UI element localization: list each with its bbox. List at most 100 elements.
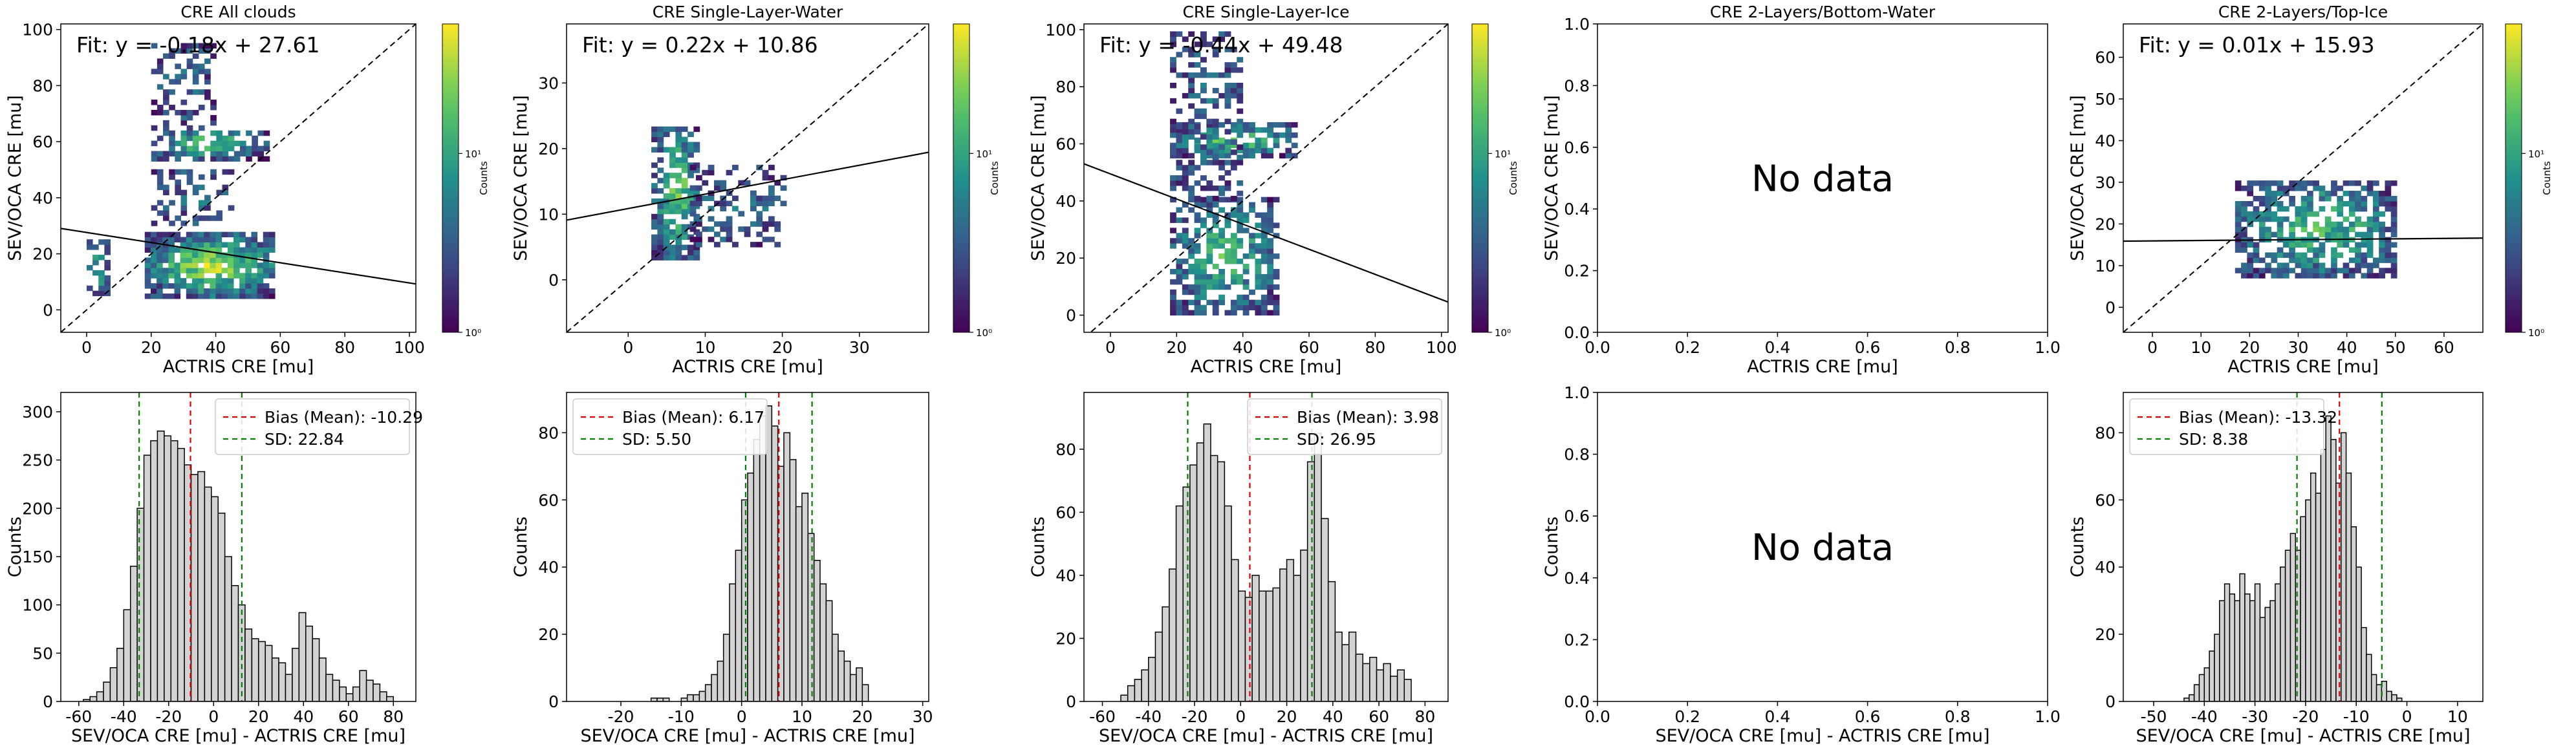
histogram-bar [735,550,742,701]
heatmap-cell [239,231,246,238]
heatmap-cell [198,257,204,263]
heatmap-cell [1224,222,1231,228]
heatmap-cell [174,278,181,284]
heatmap-cell [2241,231,2247,238]
heatmap-cell [216,135,223,142]
heatmap-cell [1200,67,1207,73]
colorbar-tick-label: 10⁰ [465,327,481,339]
heatmap-cell [2300,226,2308,233]
histogram-bar [656,698,664,701]
heatmap-cell [192,145,199,152]
heatmap-cell [1237,190,1244,197]
heatmap-cell [1188,123,1195,130]
heatmap-cell [180,151,188,157]
x-tick-label: -20 [608,707,634,726]
histogram-bar [1217,461,1226,701]
heatmap-cell [1212,238,1219,244]
heatmap-cell [1176,180,1183,186]
heatmap-cell [98,270,105,276]
heatmap-cell [1176,207,1183,213]
heatmap-cell [204,69,211,74]
heatmap-cell [1200,160,1207,166]
heatmap-cell [2331,231,2337,238]
heatmap-cell [675,224,682,230]
heatmap-cell [1212,185,1219,191]
heatmap-cell [1218,299,1226,306]
heatmap-cell [651,250,658,255]
heatmap-cell [1188,103,1195,109]
heatmap-cell [221,288,228,294]
heatmap-cell [268,247,276,253]
heatmap-cell [657,198,664,204]
heatmap-cell [1206,153,1213,159]
heatmap-cell [675,131,682,138]
colorbar [1471,23,1489,333]
heatmap-cell [228,156,235,162]
y-tick-label: 0.6 [1564,507,1590,526]
heatmap-cell [144,231,151,238]
heatmap-cell [1176,160,1183,166]
x-tick-label: 40 [293,707,314,726]
heatmap-cell [1194,264,1201,270]
histogram-bar [271,657,279,701]
y-tick-label: 80 [538,423,559,442]
histogram-bar [831,634,839,701]
x-axis-label: ACTRIS CRE [mu] [672,357,823,377]
heatmap-cell [2313,221,2320,228]
heatmap-cell [227,283,234,289]
heatmap-cell [1237,238,1244,244]
heatmap-cell [246,130,252,136]
heatmap-cell [1188,82,1195,89]
heatmap-cell [2355,268,2361,273]
heatmap-cell [2313,186,2320,191]
x-tick-label: 0.2 [1674,707,1700,726]
plot-area [1120,392,1412,701]
heatmap-cell [2385,252,2392,258]
heatmap-cell [1230,139,1237,145]
heatmap-cell [744,226,751,232]
heatmap-cell [251,242,258,248]
heatmap-cell [239,252,246,258]
heatmap-cell [233,247,240,253]
heatmap-cell [695,175,702,181]
heatmap-cell [2361,206,2368,212]
heatmap-cell [1200,294,1207,301]
heatmap-cell [657,157,664,163]
heatmap-cell [689,226,697,232]
heatmap-cell [663,193,670,199]
heatmap-cell [252,135,258,142]
heatmap-cell [1182,175,1189,181]
heatmap-cell [1224,160,1231,166]
heatmap-cell [180,220,188,226]
heatmap-cell [1212,155,1219,160]
heatmap-cell [1273,273,1280,280]
heatmap-cell [731,242,739,248]
plot-area [82,392,395,701]
heatmap-cell [2385,242,2392,248]
heatmap-cell [1182,180,1189,186]
heatmap-cell [1242,122,1250,128]
heatmap-cell [2247,257,2254,263]
heatmap-cell [1273,294,1280,301]
heatmap-cell [1194,268,1201,275]
heatmap-cell [780,185,787,191]
heatmap-cell [1218,233,1226,239]
heatmap-cell [168,257,175,263]
histogram-bar [1265,590,1273,701]
heatmap-cell [233,288,240,294]
heatmap-cell [1200,273,1207,280]
heatmap-cell [675,162,682,168]
heatmap-cell [151,169,158,175]
x-tick-label: 60 [338,707,359,726]
heatmap-cell [233,242,240,248]
heatmap-cell [1188,78,1195,83]
heatmap-cell [2258,231,2266,238]
heatmap-cell [2331,191,2337,197]
heatmap-cell [2271,191,2278,197]
heatmap-cell [1218,243,1226,249]
heatmap-cell [192,69,199,74]
heatmap-cell [693,188,700,194]
heatmap-cell [1170,228,1176,233]
heatmap-cell [2372,196,2379,202]
heatmap-cell [222,169,229,175]
